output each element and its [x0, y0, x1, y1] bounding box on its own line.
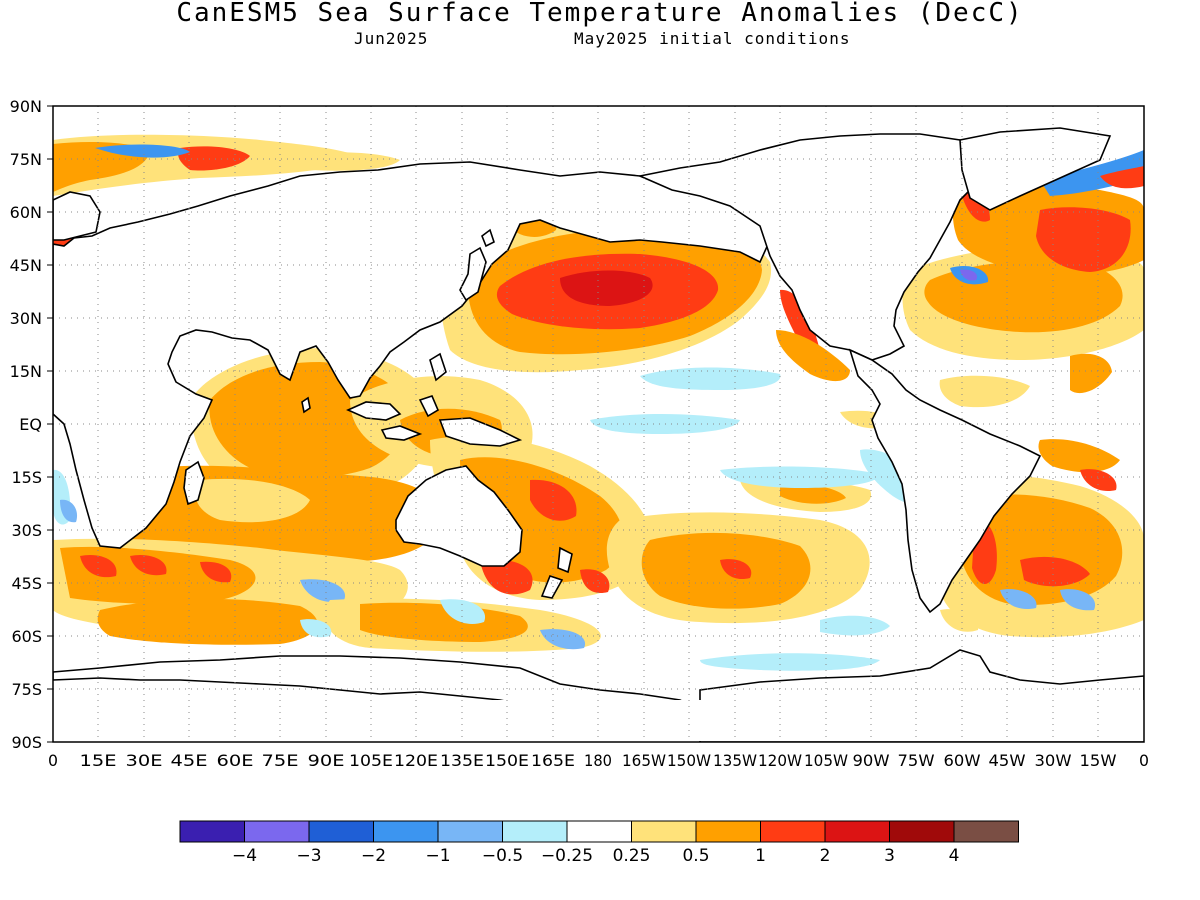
map-grid — [53, 106, 1144, 742]
lon-label: 105E — [349, 751, 393, 770]
colorbar-label: −2 — [361, 846, 386, 866]
lat-label: 45S — [11, 574, 42, 593]
lon-label: 75W — [898, 751, 935, 770]
lon-label: 135E — [440, 751, 484, 770]
colorbar-swatch — [824, 820, 890, 843]
lat-label: 90S — [11, 733, 42, 752]
colorbar-label: 4 — [949, 846, 960, 866]
colorbar-label: 0.5 — [682, 846, 709, 866]
lat-label: 15N — [10, 362, 42, 381]
colorbar-swatch — [889, 820, 955, 843]
colorbar-swatch — [760, 820, 826, 843]
colorbar-swatch — [308, 820, 374, 843]
lon-label: 105W — [804, 751, 848, 770]
colorbar-label: −1 — [425, 846, 450, 866]
colorbar-swatch — [566, 820, 632, 843]
initial-conditions: May2025 initial conditions — [574, 29, 851, 48]
colorbar-label: 0.25 — [613, 846, 651, 866]
colorbar-swatch — [631, 820, 697, 843]
lat-label: 60S — [11, 627, 42, 646]
colorbar-label: −4 — [232, 846, 257, 866]
colorbar-label: 3 — [884, 846, 895, 866]
lon-label: 75E — [262, 751, 299, 770]
lat-label: 30S — [11, 521, 42, 540]
lon-label: 0 — [48, 751, 58, 770]
lon-label: 165W — [622, 751, 666, 770]
lon-label: 150E — [485, 751, 529, 770]
lat-label: 75N — [10, 150, 42, 169]
colorbar-swatch — [244, 820, 310, 843]
chart-title: CanESM5 Sea Surface Temperature Anomalie… — [176, 0, 1024, 28]
lon-label: 120E — [394, 751, 438, 770]
lon-label: 150W — [667, 751, 711, 770]
lon-label: 45E — [171, 751, 208, 770]
lon-label: 15W — [1080, 751, 1117, 770]
lon-label: 60E — [217, 751, 254, 770]
colorbar-swatch — [437, 820, 503, 843]
colorbar: −4 −3 −2 −1 −0.5 −0.25 0.25 0.5 1 2 3 4 — [179, 820, 1019, 866]
lon-label: 15E — [80, 751, 117, 770]
lon-label: 165E — [531, 751, 575, 770]
colorbar-label: 2 — [820, 846, 831, 866]
lon-label: 0 — [1139, 751, 1149, 770]
colorbar-label: −0.5 — [482, 846, 523, 866]
longitude-labels: 0 15E 30E 45E 60E 75E 90E 105E 120E 135E… — [48, 751, 1149, 770]
forecast-month: Jun2025 — [354, 29, 429, 48]
lat-label: 45N — [10, 256, 42, 275]
lon-label: 180 — [584, 751, 612, 770]
lon-label: 45W — [989, 751, 1026, 770]
lon-label: 90W — [853, 751, 890, 770]
lon-label: 90E — [308, 751, 345, 770]
lon-label: 30W — [1035, 751, 1072, 770]
colorbar-swatch — [695, 820, 761, 843]
lon-label: 60W — [944, 751, 981, 770]
lat-label: 30N — [10, 309, 42, 328]
colorbar-label: −0.25 — [541, 846, 593, 866]
lon-label: 135W — [713, 751, 757, 770]
lat-label: 90N — [10, 97, 42, 116]
lon-label: 30E — [126, 751, 163, 770]
colorbar-swatch — [953, 820, 1019, 843]
colorbar-swatch — [179, 820, 245, 843]
colorbar-swatch — [373, 820, 439, 843]
latitude-labels: 90N 75N 60N 45N 30N 15N EQ 15S 30S 45S 6… — [10, 97, 42, 752]
axis-ticks — [47, 105, 53, 743]
colorbar-swatch — [502, 820, 568, 843]
colorbar-label: −3 — [296, 846, 321, 866]
lat-label: 75S — [11, 680, 42, 699]
lat-label: 15S — [11, 468, 42, 487]
lat-label: EQ — [19, 415, 42, 434]
lat-label: 60N — [10, 203, 42, 222]
lon-label: 120W — [758, 751, 802, 770]
colorbar-label: 1 — [755, 846, 766, 866]
